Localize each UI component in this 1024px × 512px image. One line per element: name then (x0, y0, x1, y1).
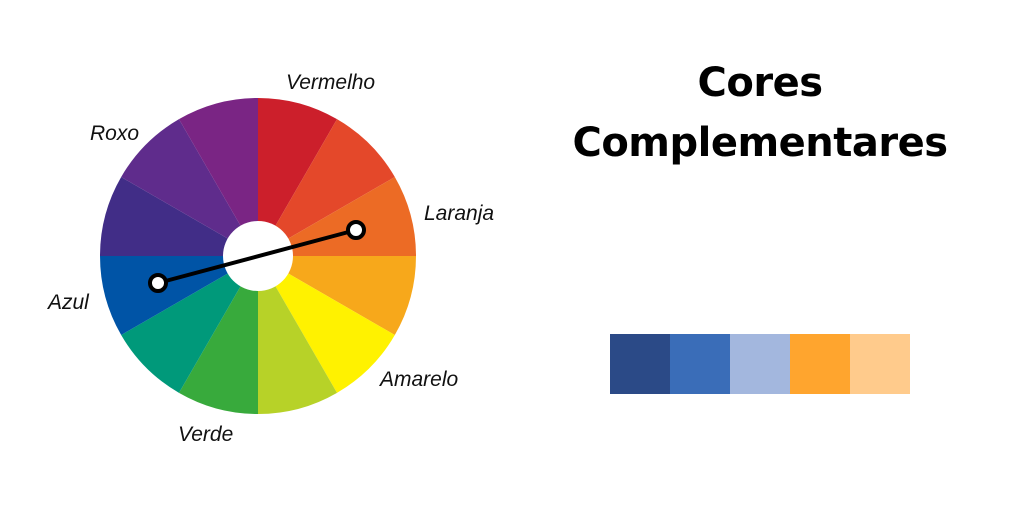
title-line-1: Cores (697, 60, 824, 106)
label-verde: Verde (178, 423, 233, 446)
wheel-segment-vermelho (258, 98, 337, 256)
wheel-segment-amarelo (258, 256, 395, 393)
label-laranja: Laranja (424, 202, 494, 225)
color-wheel: Vermelho Laranja Amarelo Verde Azul Roxo (46, 71, 494, 446)
label-roxo: Roxo (90, 122, 139, 145)
wheel-segments (100, 98, 416, 414)
label-amarelo: Amarelo (378, 368, 459, 391)
wheel-segment-vermelho-violeta (179, 98, 258, 256)
label-vermelho: Vermelho (286, 71, 375, 94)
wheel-segment-vermelho-laranja (258, 119, 395, 256)
complement-connector-line (156, 228, 358, 285)
complement-marker-azul (148, 273, 168, 293)
complement-marker-laranja (346, 220, 366, 240)
wheel-segment-azul-verde (121, 256, 258, 393)
wheel-segment-azul-violeta (100, 177, 258, 256)
wheel-segment-verde (179, 256, 258, 414)
complementary-palette (610, 334, 910, 394)
wheel-segment-amarelo-verde (258, 256, 337, 414)
palette-swatch-5 (850, 334, 910, 394)
label-azul: Azul (46, 291, 90, 314)
wheel-segment-azul (100, 256, 258, 335)
palette-swatch-2 (670, 334, 730, 394)
wheel-segment-laranja-amarelo (258, 256, 416, 335)
title-line-2: Complementares (572, 120, 948, 166)
wheel-segment-violeta (121, 119, 258, 256)
palette-swatch-1 (610, 334, 670, 394)
wheel-segment-laranja (258, 177, 416, 256)
palette-swatch-4 (790, 334, 850, 394)
palette-swatch-3 (730, 334, 790, 394)
